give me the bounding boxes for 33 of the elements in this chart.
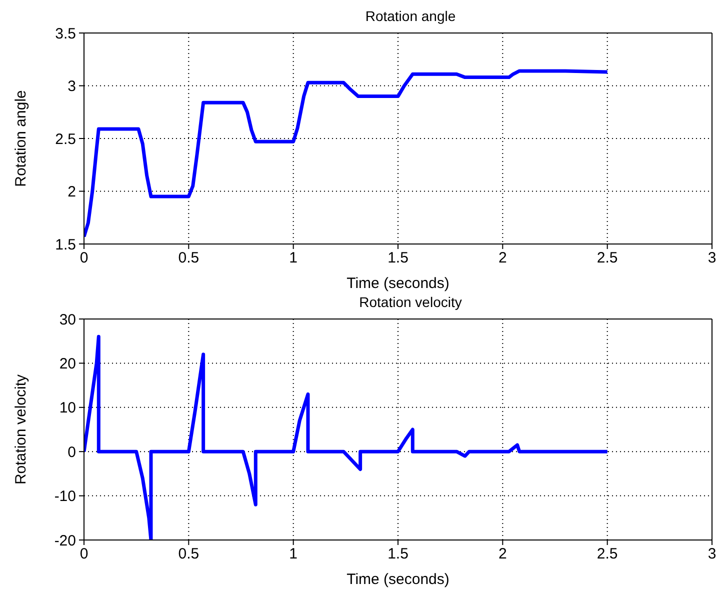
chart-title: Rotation angle bbox=[364, 8, 457, 26]
y-tick-label: 2.5 bbox=[55, 130, 76, 148]
y-tick-label: 2 bbox=[68, 184, 76, 201]
x-tick-label: 0 bbox=[80, 546, 88, 563]
chart-title: Rotation velocity bbox=[358, 294, 463, 312]
x-tick-label: 2 bbox=[498, 546, 507, 563]
line-series bbox=[84, 69, 610, 238]
x-axis-title: Time (seconds) bbox=[346, 571, 450, 588]
y-tick-label: -20 bbox=[54, 532, 76, 550]
y-tick-label: 10 bbox=[59, 400, 76, 417]
x-tick-label: 1 bbox=[289, 250, 298, 267]
x-tick-label: 3 bbox=[708, 546, 716, 563]
x-tick-label: 2 bbox=[498, 250, 507, 267]
x-tick-label: 0.5 bbox=[178, 250, 200, 267]
x-tick-label: 3 bbox=[708, 250, 716, 267]
y-tick-label: 1.5 bbox=[55, 236, 76, 254]
line-series bbox=[84, 334, 610, 540]
x-tick-label: 1 bbox=[289, 546, 298, 563]
y-axis-title: Rotation angle bbox=[12, 90, 30, 187]
y-tick-label: 30 bbox=[59, 311, 76, 328]
x-axis-title: Time (seconds) bbox=[346, 275, 450, 292]
y-tick-label: 0 bbox=[68, 444, 76, 461]
y-axis-title: Rotation velocity bbox=[12, 374, 30, 485]
x-tick-label: 0.5 bbox=[178, 546, 200, 563]
x-tick-label: 0 bbox=[80, 250, 88, 267]
y-tick-label: 3 bbox=[68, 78, 76, 96]
x-tick-label: 1.5 bbox=[388, 546, 408, 563]
y-tick-label: 20 bbox=[59, 356, 76, 373]
y-tick-label: 3.5 bbox=[55, 25, 76, 42]
x-tick-label: 2.5 bbox=[596, 546, 618, 563]
x-tick-label: 2.5 bbox=[596, 250, 618, 267]
x-tick-label: 1.5 bbox=[388, 250, 408, 267]
y-tick-label: -10 bbox=[54, 488, 76, 506]
